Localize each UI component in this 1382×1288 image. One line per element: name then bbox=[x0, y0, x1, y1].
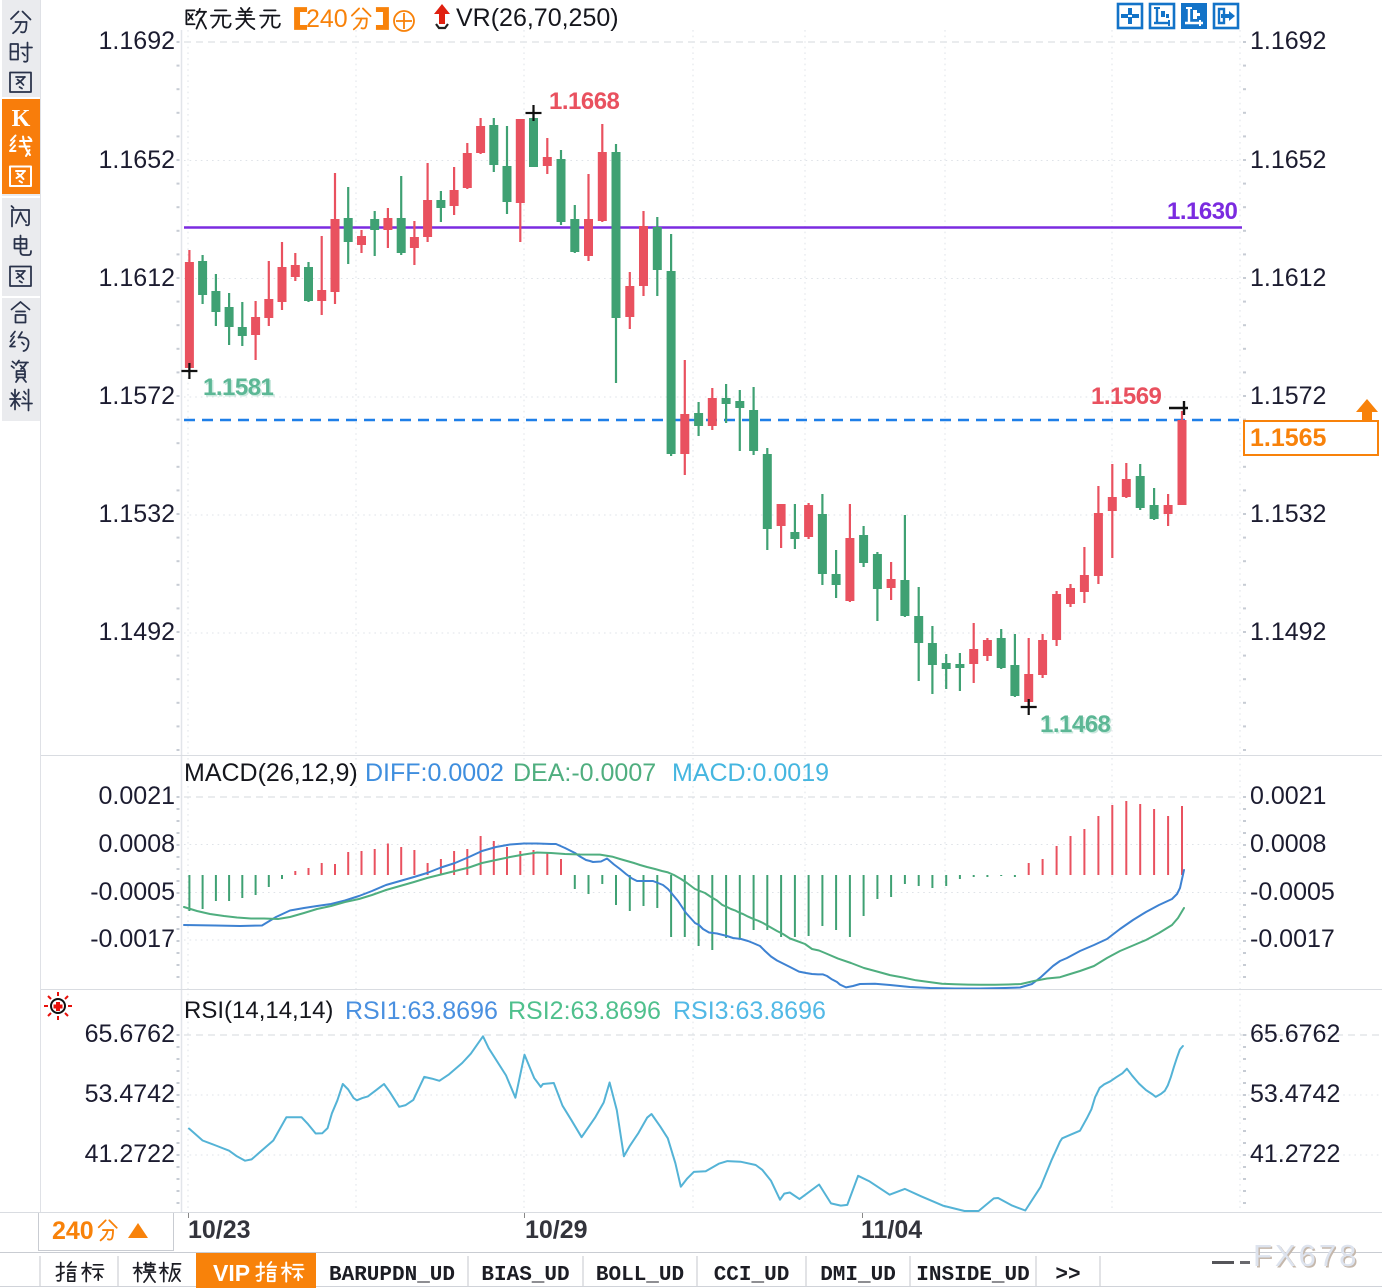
svg-text:VIP: VIP bbox=[213, 1260, 250, 1286]
svg-text:240: 240 bbox=[306, 5, 348, 33]
svg-text:DMI_UD: DMI_UD bbox=[820, 1264, 896, 1287]
svg-text:BOLL_UD: BOLL_UD bbox=[596, 1264, 684, 1287]
svg-text:INSIDE_UD: INSIDE_UD bbox=[916, 1264, 1029, 1287]
svg-text:K: K bbox=[12, 106, 31, 132]
svg-text:BARUPDN_UD: BARUPDN_UD bbox=[329, 1264, 455, 1287]
svg-text:CCI_UD: CCI_UD bbox=[714, 1264, 790, 1287]
svg-text:240: 240 bbox=[52, 1217, 94, 1245]
svg-text:BIAS_UD: BIAS_UD bbox=[481, 1264, 569, 1287]
svg-text:>>: >> bbox=[1055, 1264, 1080, 1287]
